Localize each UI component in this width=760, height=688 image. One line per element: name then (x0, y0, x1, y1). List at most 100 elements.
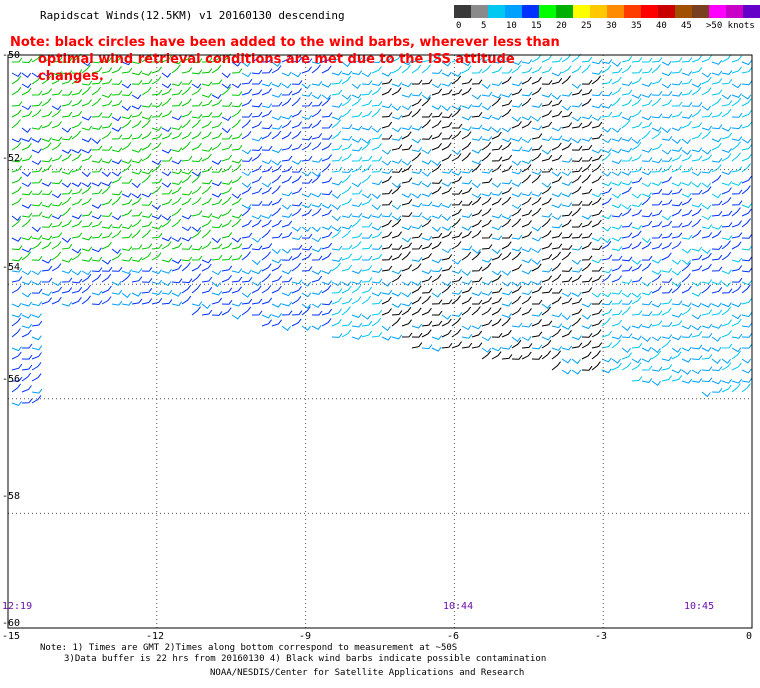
wind-barb (421, 288, 433, 294)
wind-barb (491, 307, 502, 316)
wind-barb (521, 115, 532, 121)
wind-barb (131, 229, 141, 239)
legend-label: >50 knots (706, 21, 755, 31)
wind-barb (661, 322, 673, 327)
wind-barb (401, 301, 413, 307)
wind-barb (21, 301, 33, 307)
wind-barb (651, 233, 663, 239)
wind-barb (251, 136, 263, 142)
wind-barb (71, 75, 81, 85)
wind-barb (31, 72, 42, 78)
wind-barb (351, 182, 362, 188)
wind-barb (561, 314, 571, 321)
wind-barb (591, 361, 601, 371)
wind-barb (361, 164, 372, 173)
wind-barb (361, 155, 373, 162)
wind-barb (591, 148, 602, 154)
wind-barb (481, 64, 492, 74)
wind-barb (451, 189, 463, 195)
wind-barb (471, 209, 482, 217)
wind-barb (651, 64, 661, 74)
wind-barb (281, 277, 293, 283)
wind-barb (521, 67, 533, 74)
wind-barb (651, 302, 662, 308)
wind-barb (301, 325, 311, 331)
wind-barb (581, 156, 593, 162)
wind-barb (701, 125, 713, 131)
wind-barb (471, 342, 483, 349)
wind-barb (621, 300, 633, 305)
wind-barb (401, 105, 412, 111)
wind-barb (711, 358, 721, 365)
wind-barb (271, 248, 281, 255)
wind-barb (81, 221, 93, 228)
wind-barb (381, 121, 393, 129)
wind-barb (521, 197, 532, 206)
wind-barb (731, 152, 741, 162)
wind-barb (121, 209, 132, 217)
wind-barb (641, 67, 653, 74)
wind-barb (481, 191, 493, 197)
wind-barb (601, 273, 612, 283)
wind-barb (11, 267, 23, 273)
wind-barb (361, 265, 373, 272)
contamination-note: Note: black circles have been added to t… (10, 34, 570, 85)
wind-barb (581, 79, 593, 85)
wind-barb (11, 401, 22, 406)
wind-barb (21, 292, 32, 298)
wind-barb (491, 297, 502, 305)
wind-barb (261, 285, 272, 294)
wind-barb (611, 111, 623, 118)
wind-barb (251, 214, 262, 220)
wind-barb (21, 190, 33, 196)
wind-barb (601, 127, 612, 133)
wind-barb (441, 153, 452, 162)
wind-barb (511, 169, 523, 175)
wind-barb (691, 314, 702, 320)
wind-barb (271, 207, 281, 217)
wind-barb (381, 219, 392, 228)
wind-barb (11, 176, 22, 184)
wind-barb (261, 229, 271, 239)
wind-barb (661, 375, 673, 382)
wind-barb (731, 314, 742, 320)
wind-barb (501, 270, 512, 276)
wind-barb (561, 369, 572, 375)
wind-barb (672, 101, 683, 107)
wind-barb (681, 192, 692, 198)
wind-barb (211, 64, 222, 74)
wind-barb (321, 112, 333, 118)
wind-barb (271, 61, 281, 67)
wind-barb (101, 232, 113, 239)
wind-barb (441, 142, 452, 151)
wind-barb (171, 115, 182, 121)
wind-barb (551, 142, 562, 151)
wind-barb (121, 273, 131, 283)
wind-barb (631, 202, 643, 208)
wind-barb (401, 64, 411, 74)
wind-barb (491, 97, 501, 107)
wind-barb (521, 91, 533, 97)
wind-barb (571, 233, 583, 239)
wind-barb (531, 133, 543, 140)
wind-barb (421, 320, 433, 327)
wind-barb (451, 89, 463, 96)
wind-barb (591, 164, 602, 173)
wind-barb (671, 188, 683, 195)
wind-barb (592, 266, 603, 272)
wind-barb (461, 245, 473, 251)
legend-swatch (692, 5, 709, 18)
wind-barb (391, 291, 402, 297)
wind-barb (241, 251, 251, 261)
wind-barb (321, 190, 333, 196)
wind-barb (661, 278, 673, 283)
wind-barb (621, 232, 633, 239)
wind-barb (261, 200, 273, 206)
wind-barb (551, 223, 563, 229)
wind-barb (131, 104, 142, 110)
wind-barb (731, 55, 742, 63)
wind-barb (561, 202, 573, 208)
wind-barb (71, 188, 83, 195)
wind-barb (391, 167, 403, 173)
